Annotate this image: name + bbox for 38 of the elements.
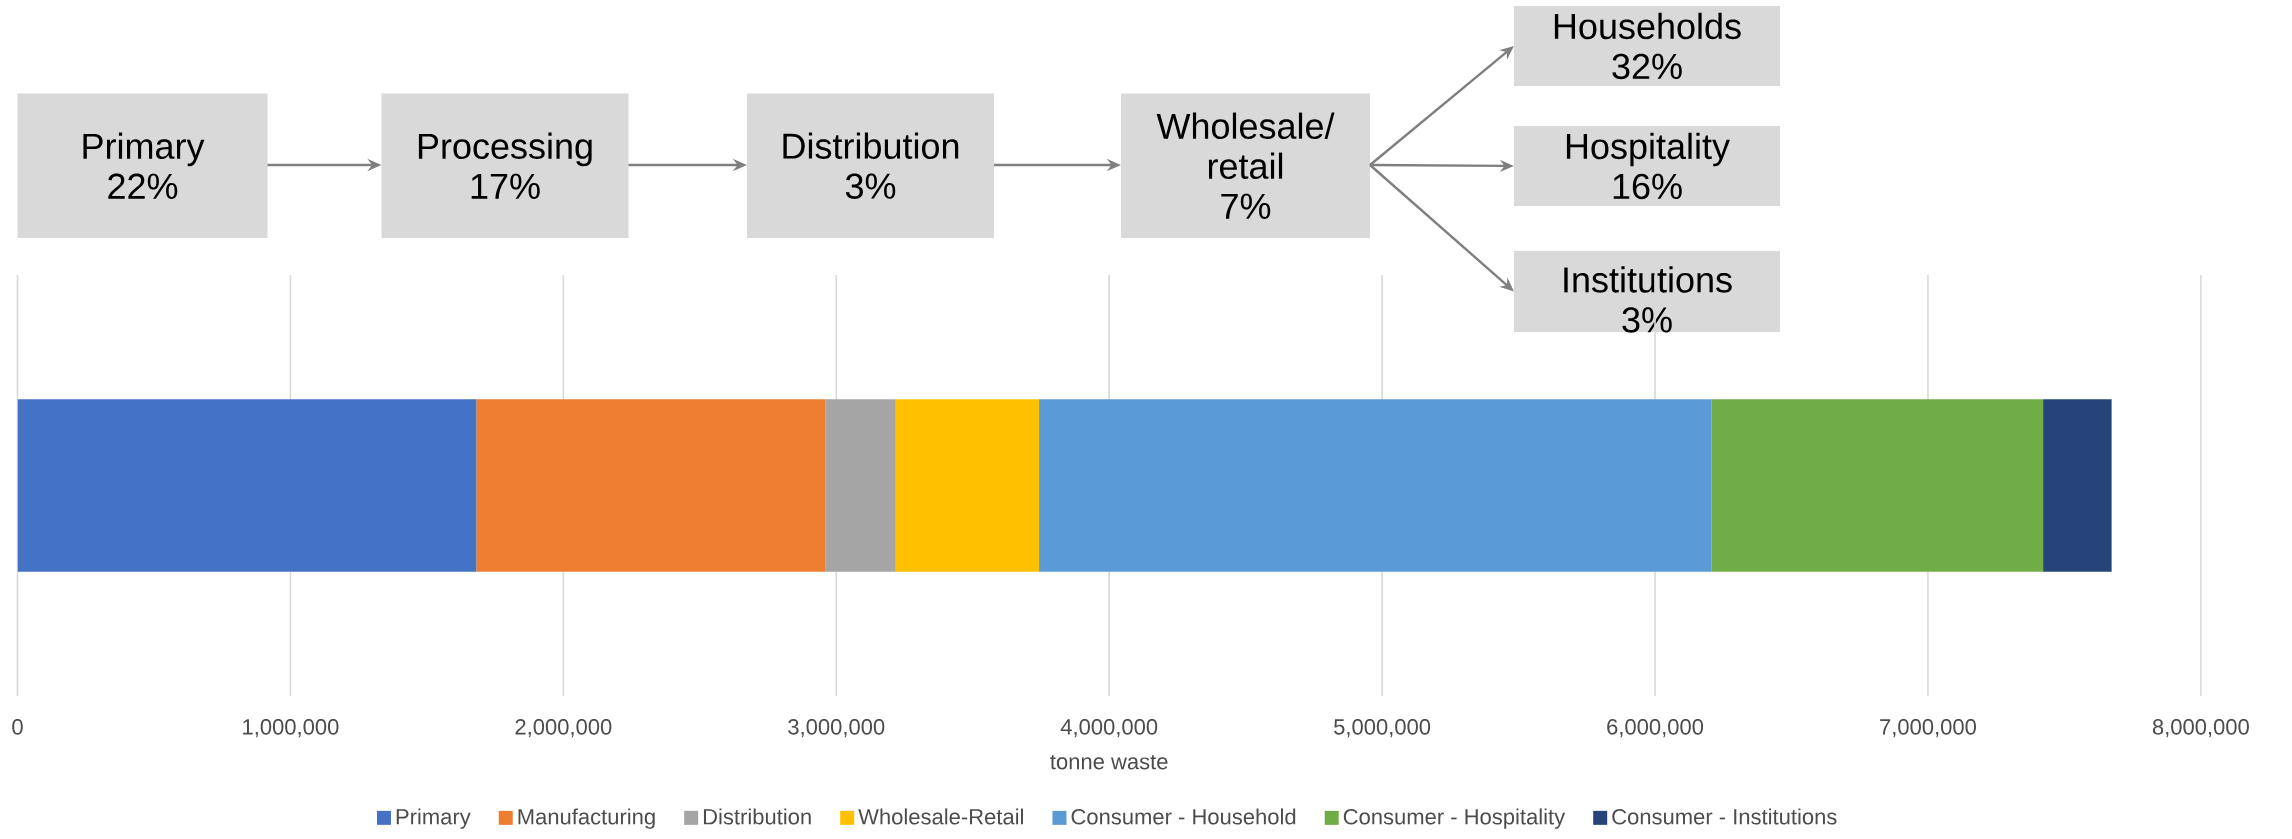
bar [825,399,896,572]
legend-label: Primary [396,808,471,829]
legend-label: Consumer - Institutions [1612,808,1837,825]
legend-label: Manufacturing [518,808,655,829]
text: Processing [418,132,592,167]
x-tick-label: 2,000,000 [515,719,612,738]
text: Wholesale/ retail [1156,112,1335,180]
legend-label: Distribution [703,808,811,825]
text: Households [1554,12,1741,40]
text: 3% [845,173,896,199]
bar [2043,399,2112,572]
bar [476,399,826,572]
legend-label: Consumer - Hospitality [1343,808,1566,829]
bar [1711,399,2044,572]
x-tick-label: 6,000,000 [1607,719,1704,738]
bar [1039,399,1712,572]
text: 32% [1612,53,1682,80]
legend-label: Consumer - Household [1071,808,1296,825]
annotation: Institutions [1564,266,1732,293]
x-tick-label: 1,000,000 [243,719,339,738]
x-tick-label: 7,000,000 [1880,719,1976,738]
x-tick-label: 4,000,000 [1060,719,1158,738]
text: Primary [83,132,205,167]
text: 16% [1613,173,1682,200]
x-axis-title: tonne waste [1050,754,1168,770]
text: 7% [1221,193,1271,219]
legend-label: Wholesale-Retail [858,808,1023,825]
x-tick-label: 0 [12,719,23,735]
x-tick-label: 8,000,000 [2152,719,2249,738]
text: 17% [471,173,540,199]
x-tick-label: 3,000,000 [788,719,885,738]
x-tick-label: 5,000,000 [1334,719,1431,738]
annotation: 3% [1622,307,1672,333]
bar [895,399,1040,572]
bar [17,399,477,572]
text: Distribution [783,132,959,159]
text: Hospitality [1566,132,1730,167]
text: 22% [108,173,178,199]
